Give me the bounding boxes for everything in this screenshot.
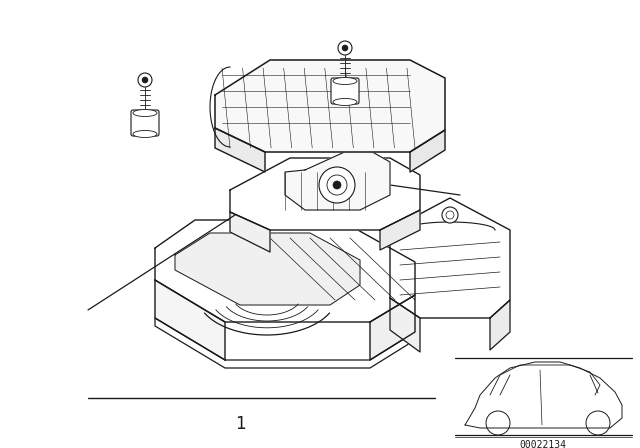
Polygon shape [465,362,622,428]
Circle shape [319,167,355,203]
Circle shape [138,73,152,87]
Polygon shape [230,212,270,252]
Circle shape [342,45,348,51]
Polygon shape [175,233,360,305]
Polygon shape [155,318,415,368]
Ellipse shape [133,109,157,116]
Polygon shape [285,145,390,210]
Polygon shape [410,130,445,172]
Ellipse shape [133,130,157,138]
Polygon shape [155,220,415,322]
Ellipse shape [333,78,357,85]
Polygon shape [155,280,225,360]
Circle shape [142,77,148,83]
Polygon shape [215,60,445,152]
FancyBboxPatch shape [131,110,159,136]
Polygon shape [490,300,510,350]
Polygon shape [370,295,415,360]
Text: 1: 1 [235,415,245,433]
Polygon shape [390,298,420,352]
Circle shape [333,181,341,189]
Polygon shape [215,128,265,172]
Text: 00022134: 00022134 [520,440,566,448]
Polygon shape [230,158,420,230]
Ellipse shape [333,99,357,105]
FancyBboxPatch shape [331,78,359,104]
Circle shape [442,207,458,223]
Polygon shape [380,210,420,250]
Circle shape [338,41,352,55]
Polygon shape [390,198,510,318]
